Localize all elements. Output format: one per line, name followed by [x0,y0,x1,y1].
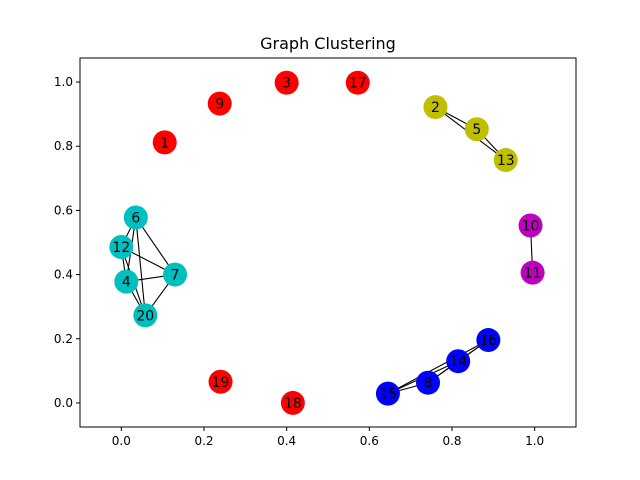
node-13: 13 [493,148,518,173]
node-label: 17 [349,76,367,92]
y-tick-label: 0.4 [54,268,73,282]
x-tick-label: 1.0 [525,434,544,448]
node-label: 1 [160,135,169,151]
node-marker [152,130,177,155]
node-19: 19 [208,369,233,394]
node-marker [493,148,518,173]
node-label: 5 [472,122,481,138]
edge-6-20 [135,217,146,316]
x-axis: 0.0 0.2 0.4 0.6 0.8 1.0 [112,427,544,448]
node-marker [345,70,370,95]
y-tick-label: 0.6 [54,203,73,217]
x-tick-label: 0.0 [112,434,131,448]
node-label: 16 [479,333,497,349]
node-marker [464,117,489,142]
node-label: 2 [431,100,440,116]
node-marker [423,95,448,120]
y-tick-label: 1.0 [54,75,73,89]
node-label: 20 [136,308,154,324]
y-axis: 0.0 0.2 0.4 0.6 0.8 1.0 [54,75,80,410]
node-label: 12 [112,240,130,256]
node-7: 7 [163,262,188,287]
x-tick-label: 0.2 [194,434,213,448]
node-marker [518,213,543,238]
node-marker [114,269,139,294]
node-17: 17 [345,70,370,95]
node-11: 11 [520,260,545,285]
node-3: 3 [274,70,299,95]
node-marker [520,260,545,285]
node-marker [446,349,471,374]
node-label: 15 [379,387,397,403]
node-marker [476,328,501,353]
node-8: 8 [416,370,441,395]
node-marker [163,262,188,287]
node-label: 18 [284,396,302,412]
y-tick-label: 0.8 [54,139,73,153]
node-label: 11 [524,266,542,282]
node-label: 7 [171,268,180,284]
node-label: 3 [282,76,291,92]
plot-area-frame [79,57,577,428]
node-label: 19 [212,375,230,391]
node-marker [375,381,400,406]
node-label: 14 [449,354,467,370]
node-marker [274,70,299,95]
node-marker [109,234,134,259]
node-label: 8 [424,376,433,392]
y-tick-label: 0.2 [54,332,73,346]
node-label: 10 [522,218,540,234]
node-10: 10 [518,213,543,238]
chart-title: Graph Clustering [260,34,396,53]
x-tick-label: 0.8 [442,434,461,448]
node-marker [123,205,148,230]
node-label: 13 [497,153,515,169]
node-9: 9 [207,91,232,116]
node-label: 9 [215,97,224,113]
x-tick-label: 0.6 [360,434,379,448]
node-5: 5 [464,117,489,142]
node-marker [133,303,158,328]
node-marker [280,390,305,415]
x-tick-label: 0.4 [277,434,296,448]
node-12: 12 [109,234,134,259]
y-tick-label: 0.0 [54,396,73,410]
node-1: 1 [152,130,177,155]
edge-layer [120,106,534,395]
node-18: 18 [280,390,305,415]
node-label: 4 [122,275,131,291]
node-20: 20 [133,303,158,328]
node-15: 15 [375,381,400,406]
node-label: 6 [131,210,140,226]
node-16: 16 [476,328,501,353]
node-marker [208,369,233,394]
node-6: 6 [123,205,148,230]
node-4: 4 [114,269,139,294]
node-marker [207,91,232,116]
edge-15-16 [387,339,489,395]
node-marker [416,370,441,395]
node-2: 2 [423,95,448,120]
node-14: 14 [446,349,471,374]
